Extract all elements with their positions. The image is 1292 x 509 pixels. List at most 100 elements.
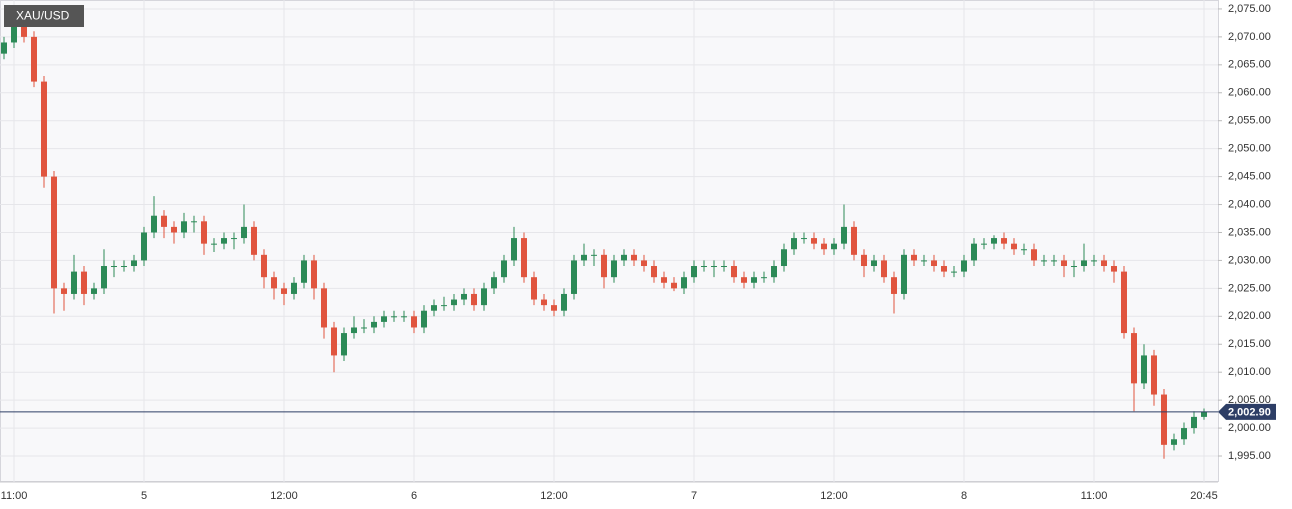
x-tick-label: 11:00 [1, 490, 28, 502]
candle-body [1001, 238, 1007, 244]
candle-body [1121, 271, 1127, 334]
y-tick-label: 2,035.00 [1228, 226, 1271, 238]
candle-body [621, 254, 627, 261]
candle-body [371, 321, 377, 328]
candle-body [721, 266, 727, 268]
candle-body [351, 327, 357, 334]
candle-body [481, 288, 487, 306]
candle-body [401, 316, 407, 318]
candle-body [431, 305, 437, 311]
candle-body [961, 260, 967, 272]
x-tick-label: 20:45 [1190, 490, 1218, 502]
candle-body [51, 176, 57, 289]
candle-body [181, 221, 187, 233]
candle-body [1201, 411, 1207, 417]
candle-body [381, 316, 387, 322]
candle-body [61, 288, 67, 294]
candle-body [461, 293, 467, 300]
candle-body [731, 266, 737, 278]
candle-body [1131, 333, 1137, 384]
candle-body [881, 260, 887, 278]
candle-body [661, 277, 667, 283]
candle-body [651, 266, 657, 278]
candle-body [201, 221, 207, 244]
candle-body [1151, 355, 1157, 395]
y-tick-label: 2,005.00 [1228, 394, 1271, 406]
candle-body [191, 221, 197, 223]
candle-body [361, 327, 367, 329]
candle-body [211, 243, 217, 245]
y-tick-label: 2,020.00 [1228, 310, 1271, 322]
x-tick-label: 6 [411, 490, 417, 502]
candle-body [571, 260, 577, 294]
candle-body [1171, 439, 1177, 445]
candle-body [1101, 260, 1107, 267]
candle-body [891, 277, 897, 294]
chart-title: XAU/USD [16, 9, 70, 23]
candle-body [801, 238, 807, 240]
candle-body [531, 277, 537, 300]
candle-body [1041, 260, 1047, 262]
last-price-tag [1218, 403, 1276, 420]
candle-body [791, 238, 797, 250]
candle-body [101, 266, 107, 289]
candle-body [501, 260, 507, 278]
candle-body [331, 327, 337, 356]
y-tick-label: 2,070.00 [1228, 31, 1271, 43]
candle-body [281, 288, 287, 294]
candle-body [1141, 355, 1147, 384]
chart-layer: 1,995.00 2,000.00 2,005.00 2,010.00 2,015.00… [0, 0, 1276, 502]
candle-body [141, 232, 147, 261]
candle-body [901, 254, 907, 294]
candle-body [421, 310, 427, 328]
candle-body [831, 243, 837, 250]
candle-body [41, 81, 47, 177]
candle-body [1191, 416, 1197, 429]
candle-body [471, 293, 477, 306]
candle-body [31, 36, 37, 82]
candle-body [991, 238, 997, 244]
candle-body [591, 254, 597, 256]
candle-body [171, 226, 177, 233]
candle-body [161, 215, 167, 227]
candle-body [1061, 260, 1067, 267]
candle-body [291, 282, 297, 294]
candle-body [981, 243, 987, 245]
candle-body [941, 266, 947, 272]
candle-body [521, 238, 527, 278]
x-tick-label: 7 [691, 490, 697, 502]
candle-body [751, 277, 757, 283]
candle-body [811, 238, 817, 244]
candle-body [611, 260, 617, 278]
y-tick-label: 2,050.00 [1228, 143, 1271, 155]
candle-body [681, 277, 687, 289]
candle-body [451, 299, 457, 306]
candle-body [131, 260, 137, 267]
candle-body [11, 25, 17, 43]
candle-body [391, 316, 397, 318]
candle-body [241, 226, 247, 239]
y-tick-label: 2,040.00 [1228, 198, 1271, 210]
candle-body [261, 254, 267, 278]
candle-body [861, 254, 867, 267]
plot-area [0, 0, 1219, 482]
candle-body [1011, 243, 1017, 250]
x-tick-label: 12:00 [540, 490, 568, 502]
candle-body [91, 288, 97, 294]
candle-body [581, 254, 587, 261]
candle-body [1, 42, 7, 54]
y-tick-label: 2,055.00 [1228, 115, 1271, 127]
candle-body [1091, 260, 1097, 262]
candle-body [1181, 428, 1187, 440]
candle-body [341, 333, 347, 356]
candle-body [911, 254, 917, 261]
candle-body [821, 243, 827, 250]
y-tick-label: 2,060.00 [1228, 87, 1271, 99]
x-tick-label: 12:00 [270, 490, 298, 502]
y-tick-label: 2,075.00 [1228, 3, 1271, 15]
candle-body [631, 254, 637, 261]
candle-body [441, 305, 447, 307]
candle-body [561, 293, 567, 311]
candle-body [1111, 266, 1117, 272]
